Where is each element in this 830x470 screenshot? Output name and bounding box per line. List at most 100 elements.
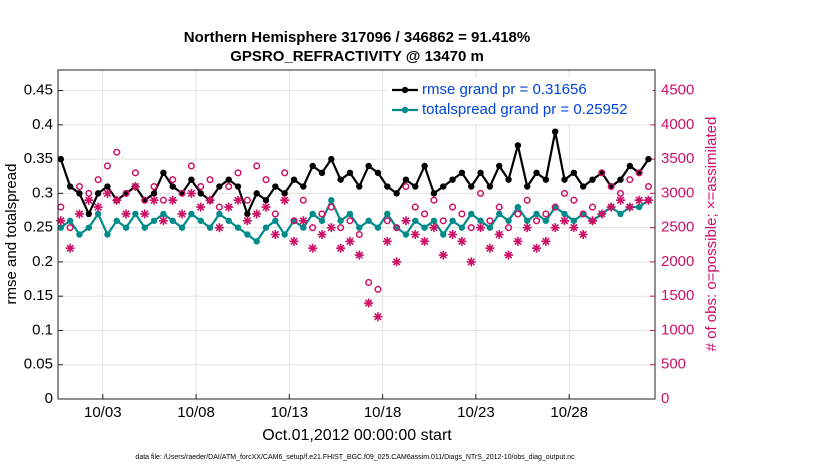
assimilated-marker: [588, 216, 598, 226]
possible-marker: [644, 182, 653, 191]
assimilated-marker: [410, 230, 420, 239]
x-tick-label: 10/28: [550, 404, 588, 421]
point: [160, 210, 167, 218]
point: [66, 183, 74, 190]
point: [346, 210, 354, 218]
point: [216, 210, 223, 218]
x-tick-label: 10/23: [457, 404, 495, 421]
point: [76, 231, 83, 238]
point: [458, 169, 466, 177]
possible-marker: [393, 224, 401, 232]
point: [272, 183, 279, 190]
point: [318, 169, 326, 177]
assimilated-marker: [504, 250, 514, 260]
point: [533, 169, 540, 177]
point: [76, 190, 83, 197]
point: [104, 231, 111, 238]
x-tick-label: 10/08: [177, 404, 215, 421]
point: [486, 183, 494, 190]
assimilated-marker: [634, 195, 644, 205]
point: [188, 176, 195, 183]
point: [122, 224, 130, 231]
point: [496, 210, 503, 218]
point: [533, 210, 540, 218]
assimilated-marker: [261, 202, 271, 212]
assimilated-marker: [457, 236, 467, 246]
point: [542, 176, 550, 183]
assimilated-marker: [214, 223, 224, 233]
y2-tick-label: 4000: [661, 116, 694, 133]
point: [617, 210, 624, 218]
point: [281, 190, 288, 197]
series-line: [59, 131, 650, 217]
possible-marker: [486, 217, 494, 225]
point: [178, 224, 186, 231]
point: [141, 224, 148, 231]
y-tick-label: 0: [45, 390, 53, 407]
point: [486, 224, 494, 231]
possible-marker: [299, 196, 307, 204]
point: [132, 210, 139, 218]
possible-marker: [113, 148, 121, 156]
y-tick-label: 0.05: [24, 356, 53, 373]
point: [356, 224, 363, 231]
assimilated-marker: [429, 223, 439, 233]
plot-frame: [57, 69, 656, 400]
point: [197, 217, 204, 224]
assimilated-marker: [65, 243, 75, 253]
point: [524, 217, 531, 224]
assimilated-marker: [196, 202, 206, 212]
possible-marker: [150, 182, 158, 191]
assimilated-marker: [326, 223, 336, 233]
possible-marker: [439, 217, 447, 225]
point: [57, 224, 64, 231]
point: [524, 183, 531, 190]
y2-tick-label: 2500: [661, 219, 694, 236]
possible-marker: [262, 176, 270, 184]
point: [421, 162, 428, 170]
point: [197, 190, 204, 197]
y2-axis-label: # of obs: o=possible; ×=assimilated: [703, 117, 720, 352]
point: [561, 210, 568, 218]
assimilated-marker: [420, 236, 430, 246]
point: [104, 183, 111, 190]
point: [150, 190, 158, 197]
point: [458, 224, 466, 231]
point: [402, 176, 410, 183]
possible-marker: [66, 224, 74, 232]
legend-label: totalspread grand pr = 0.25952: [422, 101, 628, 118]
possible-marker: [560, 189, 569, 197]
y-tick-label: 0.2: [32, 253, 53, 270]
point: [365, 162, 372, 170]
point: [253, 238, 260, 245]
possible-marker: [141, 196, 149, 204]
possible-marker: [598, 169, 606, 177]
point: [645, 155, 652, 163]
possible-marker: [495, 203, 503, 211]
assimilated-marker: [280, 195, 290, 205]
point: [94, 210, 102, 218]
point: [356, 183, 363, 190]
possible-marker: [122, 189, 130, 197]
point: [57, 155, 64, 163]
assimilated-marker: [186, 188, 196, 198]
assimilated-marker: [345, 236, 355, 246]
point: [206, 224, 214, 231]
possible-marker: [197, 182, 205, 191]
point: [188, 210, 195, 218]
point: [449, 217, 456, 224]
point: [300, 224, 307, 231]
y2-tick-label: 3500: [661, 150, 694, 167]
assimilated-marker: [597, 209, 607, 219]
point: [225, 176, 232, 183]
assimilated-marker: [364, 298, 374, 308]
assimilated-marker: [224, 202, 234, 212]
possible-marker: [271, 210, 279, 218]
possible-marker: [579, 210, 587, 218]
chart-title: Northern Hemisphere 317096 / 346862 = 91…: [184, 29, 530, 46]
point: [234, 224, 242, 231]
assimilated-marker: [569, 223, 579, 233]
y2-tick-label: 4500: [661, 82, 694, 99]
possible-marker: [588, 203, 597, 211]
possible-marker: [514, 210, 522, 218]
